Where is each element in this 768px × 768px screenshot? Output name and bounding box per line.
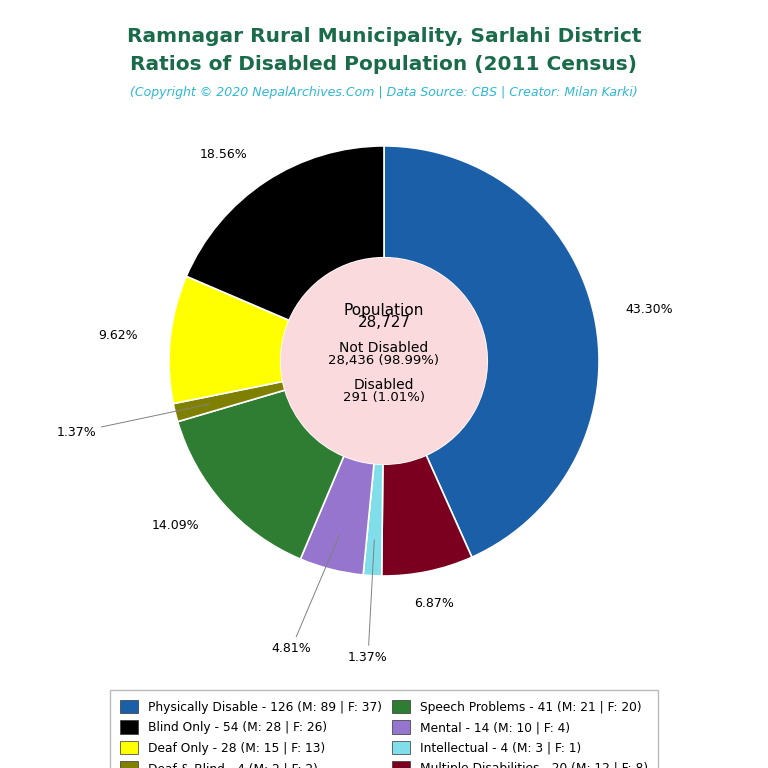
Wedge shape [177,390,344,559]
Text: Ramnagar Rural Municipality, Sarlahi District: Ramnagar Rural Municipality, Sarlahi Dis… [127,27,641,46]
Wedge shape [384,146,599,558]
Wedge shape [187,146,384,320]
Text: 28,436 (98.99%): 28,436 (98.99%) [329,354,439,367]
Wedge shape [174,382,285,422]
Wedge shape [382,455,472,576]
Wedge shape [363,464,383,576]
Text: 1.37%: 1.37% [56,404,210,439]
Text: (Copyright © 2020 NepalArchives.Com | Data Source: CBS | Creator: Milan Karki): (Copyright © 2020 NepalArchives.Com | Da… [130,86,638,99]
Text: Ratios of Disabled Population (2011 Census): Ratios of Disabled Population (2011 Cens… [131,55,637,74]
Text: 9.62%: 9.62% [98,329,138,342]
Text: Not Disabled: Not Disabled [339,341,429,355]
Text: Population: Population [344,303,424,318]
Text: 18.56%: 18.56% [200,148,248,161]
Wedge shape [300,456,374,575]
Circle shape [281,258,487,464]
Text: 1.37%: 1.37% [348,540,388,664]
Wedge shape [169,276,289,404]
Text: 43.30%: 43.30% [626,303,674,316]
Text: Disabled: Disabled [354,379,414,392]
Text: 4.81%: 4.81% [271,535,339,655]
Text: 28,727: 28,727 [357,316,411,330]
Text: 291 (1.01%): 291 (1.01%) [343,391,425,404]
Text: 6.87%: 6.87% [415,597,455,610]
Text: 14.09%: 14.09% [152,519,200,532]
Legend: Physically Disable - 126 (M: 89 | F: 37), Blind Only - 54 (M: 28 | F: 26), Deaf : Physically Disable - 126 (M: 89 | F: 37)… [110,690,658,768]
